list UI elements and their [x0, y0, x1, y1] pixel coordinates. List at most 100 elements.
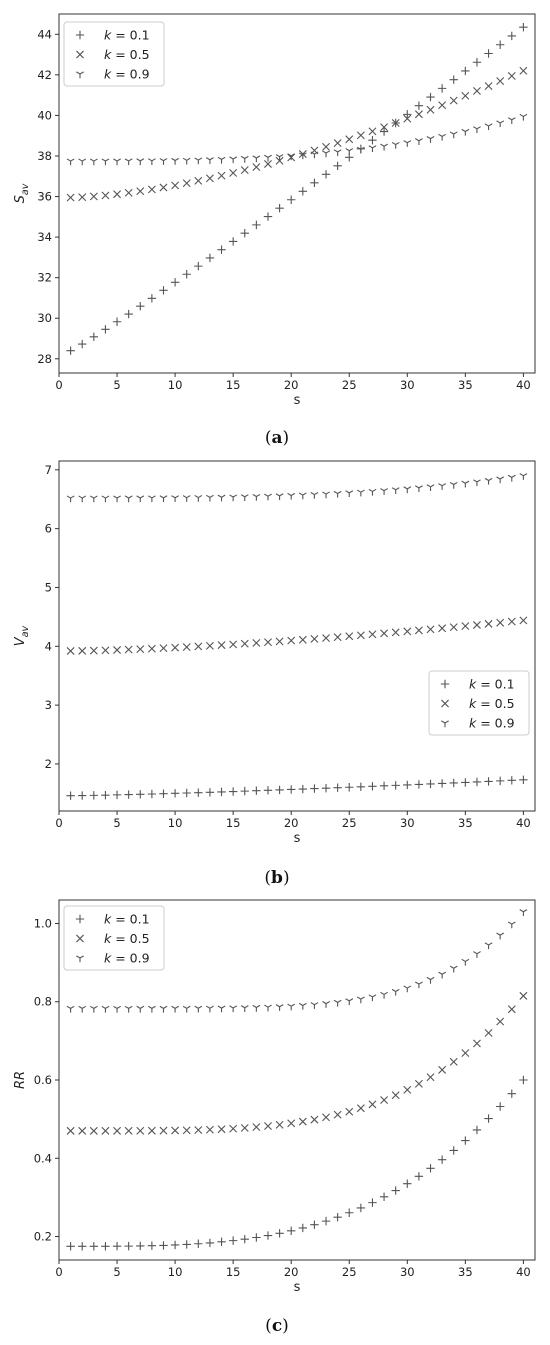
data-point — [136, 1126, 145, 1135]
data-point — [240, 1234, 249, 1244]
y-tick-label: 42 — [37, 68, 52, 82]
data-point — [264, 160, 272, 168]
data-point — [345, 1107, 354, 1116]
data-point — [484, 942, 493, 950]
data-point — [356, 146, 365, 154]
data-point — [403, 140, 412, 147]
data-point — [426, 779, 435, 789]
data-point — [124, 1005, 133, 1013]
data-point — [414, 110, 423, 119]
data-point — [368, 630, 377, 639]
y-tick-label: 30 — [37, 311, 52, 325]
data-point — [89, 646, 98, 655]
data-point — [438, 133, 447, 141]
data-point — [113, 1126, 122, 1135]
data-point — [66, 193, 75, 202]
data-point — [414, 981, 423, 989]
data-point — [101, 790, 110, 800]
data-point — [391, 1186, 400, 1195]
data-point — [380, 488, 388, 495]
data-point — [473, 951, 481, 958]
data-point — [461, 1049, 470, 1058]
data-point — [136, 495, 145, 503]
data-point — [240, 155, 249, 163]
data-point — [194, 1005, 203, 1013]
data-point — [368, 994, 377, 1002]
data-point — [356, 1104, 365, 1113]
data-point — [472, 58, 482, 67]
data-point — [159, 789, 168, 798]
x-tick-label: 30 — [400, 378, 415, 392]
data-point — [391, 628, 400, 637]
data-point — [298, 1223, 308, 1233]
data-point — [228, 787, 238, 796]
data-point — [287, 492, 296, 500]
legend: k = 0.1 k = 0.5 k = 0.9 — [428, 670, 530, 736]
x-tick-label: 30 — [400, 816, 415, 830]
data-point — [263, 786, 273, 795]
data-point — [136, 790, 145, 799]
data-point — [89, 791, 99, 800]
data-point — [438, 624, 447, 633]
data-point — [101, 158, 110, 166]
data-point — [426, 625, 435, 634]
legend-box — [63, 21, 165, 87]
data-point — [171, 181, 180, 190]
data-point — [507, 117, 516, 124]
data-point — [286, 195, 296, 204]
data-point — [298, 784, 308, 794]
data-point — [507, 617, 516, 626]
data-point — [484, 1029, 493, 1037]
data-point — [66, 495, 75, 503]
x-tick-label: 20 — [284, 1265, 299, 1279]
data-point — [275, 154, 284, 161]
data-point — [147, 158, 156, 165]
y-tick-label: 3 — [45, 698, 52, 712]
data-point — [391, 781, 400, 790]
data-point — [275, 1229, 284, 1238]
data-point — [322, 1113, 330, 1122]
data-point — [136, 158, 145, 166]
y-tick-label: 40 — [37, 108, 52, 122]
data-point — [124, 309, 133, 319]
data-point — [461, 480, 470, 488]
data-point — [426, 1073, 435, 1082]
data-point — [368, 488, 377, 496]
data-point — [449, 778, 458, 788]
data-point — [472, 1039, 481, 1048]
data-point — [484, 1114, 493, 1123]
x-axis-label: s — [294, 393, 301, 408]
data-point — [286, 1226, 296, 1235]
data-point — [124, 188, 133, 197]
data-point — [229, 494, 238, 502]
data-point — [310, 634, 319, 643]
data-point — [473, 479, 481, 487]
data-point — [264, 1122, 272, 1131]
data-point — [472, 1125, 482, 1135]
data-point — [333, 783, 342, 792]
x-tick-label: 0 — [55, 1265, 62, 1279]
x-tick-label: 40 — [516, 1265, 531, 1279]
x-tick-label: 5 — [113, 816, 120, 830]
data-point — [275, 203, 284, 213]
data-point — [66, 647, 75, 655]
series-k-0.5 — [66, 991, 528, 1135]
data-point — [472, 621, 481, 629]
data-point — [426, 976, 435, 984]
data-point — [496, 618, 505, 627]
data-point — [89, 192, 98, 201]
data-point — [228, 237, 238, 246]
data-point — [507, 31, 516, 41]
data-point — [101, 1242, 110, 1251]
data-point — [287, 153, 296, 161]
series-k-0.9 — [66, 113, 528, 166]
data-point — [519, 473, 528, 480]
data-point — [472, 777, 482, 787]
data-point — [507, 474, 516, 482]
data-point — [472, 86, 481, 95]
data-point — [205, 174, 214, 183]
data-point — [519, 991, 528, 1000]
data-point — [217, 494, 226, 502]
data-point — [403, 985, 412, 993]
data-point — [333, 490, 342, 498]
